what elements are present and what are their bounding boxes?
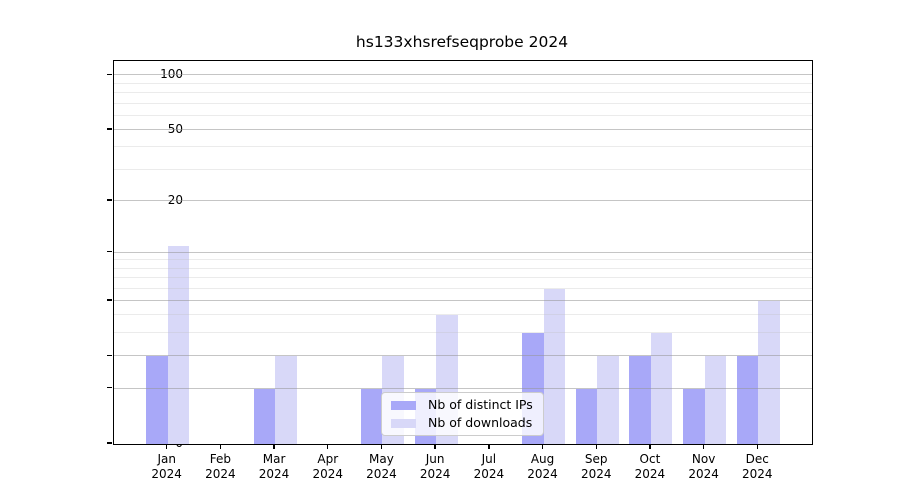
grid-line-minor bbox=[114, 276, 812, 278]
bar-downloads bbox=[758, 300, 780, 444]
x-tick-label: Mar 2024 bbox=[258, 452, 290, 481]
legend: Nb of distinct IPs Nb of downloads bbox=[381, 392, 544, 436]
bar-downloads bbox=[597, 356, 619, 444]
x-tick-label: Jul 2024 bbox=[473, 452, 505, 481]
bar-distinct-ips bbox=[629, 356, 651, 444]
x-tick-mark bbox=[327, 444, 329, 449]
plot-area bbox=[113, 60, 813, 445]
y-tick-mark bbox=[107, 386, 112, 389]
x-tick-label: Dec 2024 bbox=[742, 452, 773, 481]
x-tick-label: Sep 2024 bbox=[580, 452, 612, 481]
x-tick-label: Feb 2024 bbox=[205, 452, 236, 481]
bar-distinct-ips bbox=[736, 356, 759, 444]
bar-distinct-ips bbox=[575, 388, 598, 444]
x-tick-label: Oct 2024 bbox=[634, 452, 666, 481]
x-tick-mark bbox=[649, 444, 651, 449]
grid-line-minor bbox=[114, 259, 812, 261]
y-tick-mark bbox=[107, 442, 112, 444]
y-tick-mark bbox=[107, 250, 112, 253]
grid-line-minor bbox=[114, 146, 812, 148]
grid-line-major bbox=[114, 129, 812, 130]
grid-line-minor bbox=[114, 114, 812, 116]
bar-downloads bbox=[650, 333, 673, 444]
grid-line-major bbox=[114, 74, 812, 76]
bar-distinct-ips bbox=[146, 356, 168, 444]
bar-downloads bbox=[704, 356, 727, 444]
grid-line-major bbox=[114, 199, 812, 201]
y-tick-label: 50 bbox=[167, 121, 183, 136]
bar-downloads bbox=[543, 288, 565, 444]
y-tick-label: 100 bbox=[160, 67, 183, 82]
x-tick-mark bbox=[702, 444, 705, 449]
bar-distinct-ips bbox=[683, 388, 705, 444]
grid-line-major bbox=[114, 299, 812, 301]
grid-line-minor bbox=[114, 82, 812, 84]
x-tick-mark bbox=[488, 444, 490, 449]
y-tick-mark bbox=[107, 354, 112, 356]
x-tick-mark bbox=[380, 444, 383, 449]
grid-line-minor bbox=[114, 267, 812, 269]
legend-item-downloads: Nb of downloads bbox=[391, 416, 543, 430]
x-tick-label: Aug 2024 bbox=[527, 452, 558, 481]
x-tick-label: Jun 2024 bbox=[419, 452, 451, 481]
bar-downloads bbox=[167, 245, 190, 444]
y-tick-mark bbox=[107, 128, 112, 130]
bar-distinct-ips bbox=[360, 388, 383, 444]
x-tick-mark bbox=[541, 444, 544, 449]
grid-line-minor bbox=[114, 92, 812, 94]
legend-label-distinct-ips: Nb of distinct IPs bbox=[428, 397, 533, 412]
legend-swatch-downloads-icon bbox=[391, 418, 416, 428]
grid-line-minor bbox=[114, 332, 812, 334]
x-tick-mark bbox=[434, 444, 436, 449]
y-tick-mark bbox=[107, 199, 112, 201]
grid-line-minor bbox=[114, 168, 812, 170]
bar-downloads bbox=[275, 356, 297, 444]
legend-label-downloads: Nb of downloads bbox=[428, 415, 533, 430]
x-tick-mark bbox=[165, 444, 168, 449]
grid-line-minor bbox=[114, 287, 812, 289]
y-tick-label: 20 bbox=[167, 192, 183, 207]
x-tick-mark bbox=[595, 444, 597, 449]
y-tick-mark bbox=[107, 73, 112, 76]
x-tick-label: Apr 2024 bbox=[312, 452, 344, 481]
legend-item-distinct-ips: Nb of distinct IPs bbox=[391, 398, 543, 412]
grid-line-minor bbox=[114, 102, 812, 104]
grid-line-minor bbox=[114, 314, 812, 316]
x-tick-label: Jan 2024 bbox=[151, 452, 182, 481]
x-tick-label: Nov 2024 bbox=[688, 452, 719, 481]
x-tick-mark bbox=[756, 444, 758, 449]
x-tick-label: May 2024 bbox=[366, 452, 397, 481]
y-tick-mark bbox=[107, 299, 112, 301]
grid-line-major bbox=[114, 251, 812, 253]
x-tick-mark bbox=[219, 444, 222, 449]
x-tick-mark bbox=[273, 444, 275, 449]
bar-distinct-ips bbox=[253, 388, 276, 444]
chart-title: hs133xhsrefseqprobe 2024 bbox=[355, 33, 569, 51]
legend-swatch-distinct-ips-icon bbox=[391, 400, 416, 410]
